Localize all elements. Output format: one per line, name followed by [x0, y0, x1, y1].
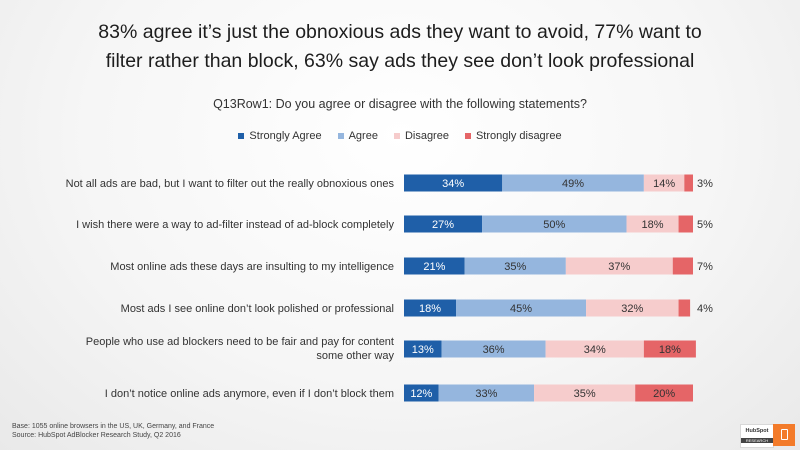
data-label: 35%	[574, 388, 596, 400]
data-label: 33%	[475, 388, 497, 400]
bar-segment	[586, 299, 679, 317]
data-label: 49%	[562, 178, 584, 190]
legend-swatch	[393, 133, 400, 139]
data-label: 20%	[653, 388, 675, 400]
legend-swatch	[337, 133, 344, 139]
category-label: I wish there were a way to ad-filter ins…	[76, 219, 394, 231]
bar-segment	[404, 215, 483, 233]
data-label: 50%	[543, 219, 565, 231]
data-label: 3%	[697, 178, 713, 190]
logo-brand: HubSpot	[745, 428, 769, 434]
bar-segment	[643, 174, 685, 192]
data-label: 7%	[697, 261, 713, 273]
legend-item-3: Strongly disagree	[464, 130, 562, 142]
bar-segment	[464, 257, 566, 275]
logo-sub: RESEARCH	[741, 438, 773, 443]
legend-swatch	[464, 133, 471, 139]
data-label: 35%	[504, 261, 526, 273]
legend-label: Strongly Agree	[249, 130, 322, 142]
data-label: 32%	[621, 303, 643, 315]
bar-segment	[404, 174, 503, 192]
data-label: 45%	[510, 303, 532, 315]
legend-item-2: Disagree	[393, 130, 449, 142]
hubspot-research-logo: HubSpot RESEARCH	[740, 424, 774, 448]
bar-segment	[678, 215, 693, 233]
headline-line-1: 83% agree it’s just the obnoxious ads th…	[98, 21, 702, 43]
bar-segment	[672, 257, 693, 275]
bar-segment	[438, 384, 535, 402]
legend-swatch	[238, 133, 245, 139]
headline-line-2: filter rather than block, 63% say ads th…	[105, 50, 695, 72]
category-label: Most online ads these days are insulting…	[110, 261, 394, 273]
bar-segment	[534, 384, 636, 402]
legend-label: Agree	[348, 130, 378, 142]
bar-segment	[678, 299, 691, 317]
data-label: 27%	[432, 219, 454, 231]
chart-title: Q13Row1: Do you agree or disagree with t…	[213, 97, 587, 111]
data-label: 37%	[608, 261, 630, 273]
bar-segment	[626, 215, 679, 233]
category-label: Not all ads are bad, but I want to filte…	[66, 178, 395, 190]
category-label: Most ads I see online don’t look polishe…	[121, 303, 394, 315]
legend-label: Disagree	[404, 130, 449, 142]
legend-item-0: Strongly Agree	[238, 130, 322, 142]
data-label: 14%	[653, 178, 675, 190]
bar-segment	[456, 299, 587, 317]
data-label: 12%	[410, 388, 432, 400]
bar-segment	[404, 299, 457, 317]
bar-segment	[684, 174, 693, 192]
footnote-source: Source: HubSpot AdBlocker Research Study…	[12, 432, 181, 439]
bar-segment	[635, 384, 693, 402]
bar-segment	[404, 340, 442, 358]
legend-label: Strongly disagree	[475, 130, 562, 142]
footnote-base: Base: 1055 online browsers in the US, UK…	[12, 423, 215, 430]
bar-segment	[545, 340, 644, 358]
legend-item-1: Agree	[337, 130, 378, 142]
bar-segment	[502, 174, 644, 192]
chart-legend: Strongly Agree Agree Disagree Strongly disa…	[0, 130, 800, 142]
bar-segment	[404, 384, 439, 402]
bar-segment	[404, 257, 465, 275]
data-label: 36%	[483, 344, 505, 356]
bar-segment	[643, 340, 696, 358]
footnote: Base: 1055 online browsers in the US, UK…	[12, 422, 214, 440]
category-label: People who use ad blockers need to be fa…	[86, 336, 395, 362]
bar-segment	[482, 215, 627, 233]
data-label: 34%	[442, 178, 464, 190]
data-label: 18%	[659, 344, 681, 356]
data-label: 5%	[697, 219, 713, 231]
device-icon	[773, 424, 795, 446]
data-label: 13%	[412, 344, 434, 356]
headline: 83% agree it’s just the obnoxious ads th…	[10, 18, 790, 76]
data-label: 18%	[419, 303, 441, 315]
data-label: 18%	[642, 219, 664, 231]
data-label: 34%	[584, 344, 606, 356]
category-label: I don’t notice online ads anymore, even …	[105, 388, 394, 400]
data-label: 21%	[423, 261, 445, 273]
bar-segment	[441, 340, 546, 358]
data-label: 4%	[697, 303, 713, 315]
bar-segment	[565, 257, 673, 275]
